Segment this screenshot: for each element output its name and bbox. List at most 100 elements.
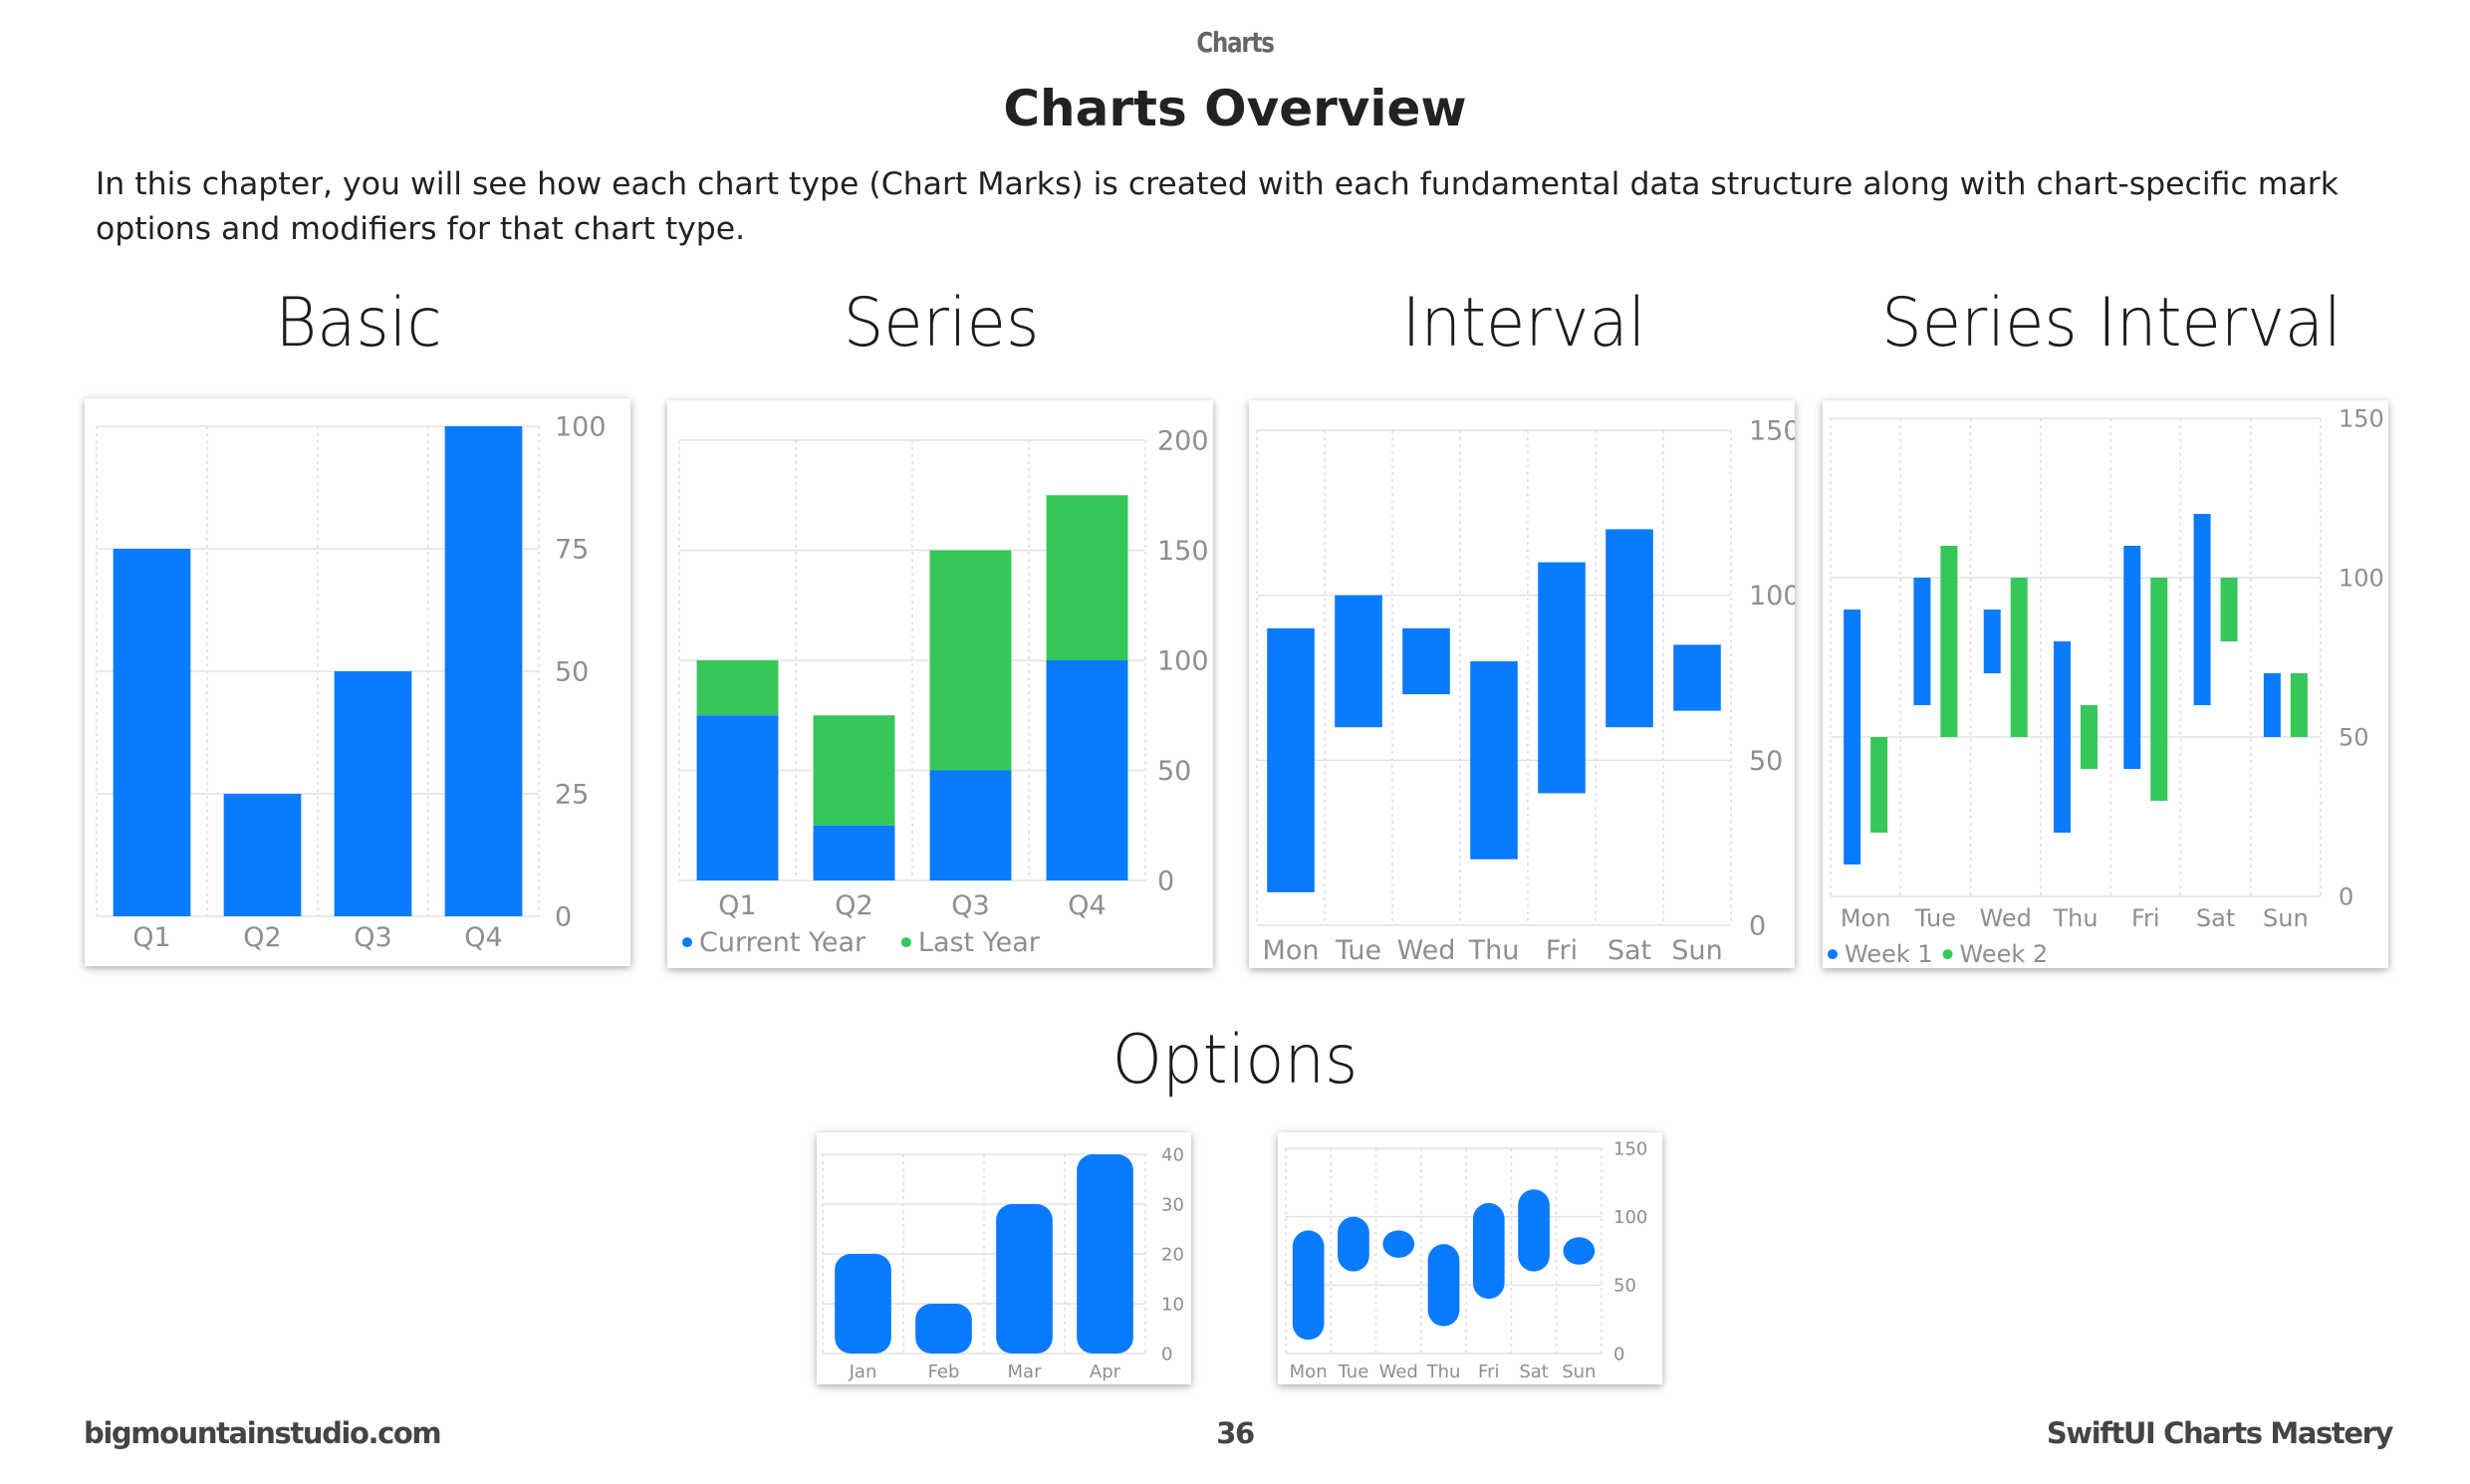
range-bar (1267, 627, 1315, 892)
options-bar-chart-card: 0 10 20 30 40 Jan Feb Mar Apr (817, 1132, 1191, 1384)
y-tick-label: 0 (1613, 1344, 1624, 1364)
x-tick-label: Tue (1914, 904, 1956, 932)
y-tick-label: 50 (555, 656, 589, 687)
bar-segment (696, 660, 779, 716)
range-bar (1913, 578, 1931, 705)
interval-chart-card: 0 50 100 150 Mon Tue Wed Thu Fri Sat Sun (1249, 400, 1795, 968)
series-interval-chart-card: 0 50 100 150 Mon Tue Wed Thu Fri Sat Sun Week 1 Week… (1823, 400, 2388, 968)
bar-segment (696, 715, 779, 880)
page-title: Charts Overview (1003, 80, 1467, 137)
x-tick-label: Sun (1671, 935, 1722, 966)
y-tick-label: 100 (2339, 564, 2384, 592)
x-tick-label: Wed (1980, 904, 2032, 932)
legend-swatch (682, 937, 692, 948)
x-tick-label: Tue (1335, 935, 1381, 966)
range-bar (1844, 610, 1861, 865)
x-tick-label: Tue (1338, 1361, 1369, 1382)
intro-paragraph: In this chapter, you will see how each c… (96, 166, 2339, 247)
bar-segment (813, 715, 895, 826)
y-tick-label: 20 (1161, 1244, 1184, 1265)
x-tick-label: Fri (1478, 1361, 1499, 1382)
range-bar (1940, 546, 1958, 737)
bar (444, 426, 523, 916)
range-bar (1470, 660, 1518, 860)
options-rounded-interval-chart: 0 50 100 150 Mon Tue Wed Thu Fri Sat Sun (1285, 1138, 1647, 1382)
bar-segment (929, 550, 1012, 771)
legend-label: Week 1 (1845, 940, 1933, 968)
range-bar (2054, 641, 2071, 833)
x-tick-label: Mon (1841, 904, 1891, 932)
range-bar (1563, 1237, 1596, 1265)
range-bar (2010, 578, 2028, 737)
series-stacked-bar-chart: 0 50 100 150 200 Q1 Q2 Q3 Q4 Current Year Last Yea… (678, 425, 1209, 958)
x-tick-label: Sat (1519, 1361, 1549, 1382)
y-tick-label: 0 (1161, 1344, 1172, 1364)
header-label: Charts (1196, 26, 1275, 59)
y-tick-label: 50 (1613, 1276, 1636, 1297)
y-tick-label: 50 (1157, 756, 1191, 787)
bar (223, 794, 302, 916)
interval-heading: Interval (1401, 284, 1646, 363)
x-tick-label: Feb (928, 1361, 960, 1382)
interval-range-chart: 0 50 100 150 Mon Tue Wed Thu Fri Sat Sun (1256, 415, 1795, 966)
basic-heading: Basic (275, 284, 442, 363)
y-tick-label: 10 (1161, 1294, 1184, 1315)
range-bar (1606, 529, 1653, 728)
range-bar (1335, 595, 1382, 728)
x-tick-label: Fri (1546, 935, 1578, 966)
range-bar (1472, 1202, 1505, 1300)
bar (113, 549, 191, 916)
y-tick-label: 150 (1749, 415, 1795, 446)
range-bar (1518, 1189, 1550, 1272)
x-tick-label: Apr (1090, 1361, 1121, 1382)
y-tick-label: 200 (1157, 425, 1209, 456)
bar (835, 1254, 891, 1354)
y-tick-label: 100 (555, 411, 607, 442)
footer-book-title: SwiftUI Charts Mastery (2046, 1416, 2394, 1450)
legend-label: Current Year (699, 927, 866, 958)
range-bar (2220, 578, 2238, 641)
range-bar (2081, 705, 2098, 769)
range-bar (1292, 1230, 1325, 1341)
x-tick-label: Q1 (718, 890, 756, 921)
options-rounded-bar-chart: 0 10 20 30 40 Jan Feb Mar Apr (822, 1144, 1184, 1382)
x-tick-label: Mon (1290, 1361, 1328, 1382)
x-tick-label: Q1 (132, 922, 170, 953)
bar (996, 1204, 1053, 1354)
x-tick-label: Q4 (464, 922, 502, 953)
x-tick-label: Sun (1562, 1361, 1596, 1382)
y-tick-label: 40 (1161, 1144, 1184, 1165)
x-tick-label: Mar (1008, 1361, 1043, 1382)
bar-segment (1046, 495, 1128, 660)
y-tick-label: 0 (2339, 882, 2353, 910)
legend-label: Last Year (918, 927, 1041, 958)
y-tick-label: 150 (1157, 536, 1209, 567)
bar (334, 671, 412, 916)
series-heading: Series (843, 284, 1040, 363)
range-bar (1402, 627, 1450, 695)
x-tick-label: Mon (1263, 935, 1320, 966)
basic-bar-chart: 0 25 50 75 100 Q1 Q2 Q3 Q4 (96, 411, 607, 953)
bar-segment (813, 825, 895, 880)
x-tick-label: Q2 (243, 922, 281, 953)
options-interval-chart-card: 0 50 100 150 Mon Tue Wed Thu Fri Sat Sun (1278, 1132, 1662, 1384)
bar (915, 1304, 972, 1354)
x-tick-label: Thu (1426, 1361, 1461, 1382)
x-tick-label: Wed (1379, 1361, 1418, 1382)
legend-swatch (1942, 949, 1953, 960)
y-tick-label: 75 (555, 534, 589, 565)
x-tick-label: Q3 (354, 922, 391, 953)
range-bar (1382, 1230, 1415, 1258)
range-bar (1538, 562, 1586, 794)
legend-label: Week 2 (1960, 940, 2049, 968)
x-tick-label: Fri (2131, 904, 2160, 932)
range-bar (1338, 1216, 1369, 1272)
range-bar (2123, 546, 2141, 769)
x-tick-label: Q2 (835, 890, 872, 921)
x-tick-label: Q3 (951, 890, 989, 921)
legend-swatch (900, 937, 911, 948)
range-bar (1870, 737, 1888, 833)
y-tick-label: 100 (1613, 1207, 1647, 1228)
range-bar (1983, 610, 2001, 673)
options-heading: Options (1112, 1021, 1358, 1100)
